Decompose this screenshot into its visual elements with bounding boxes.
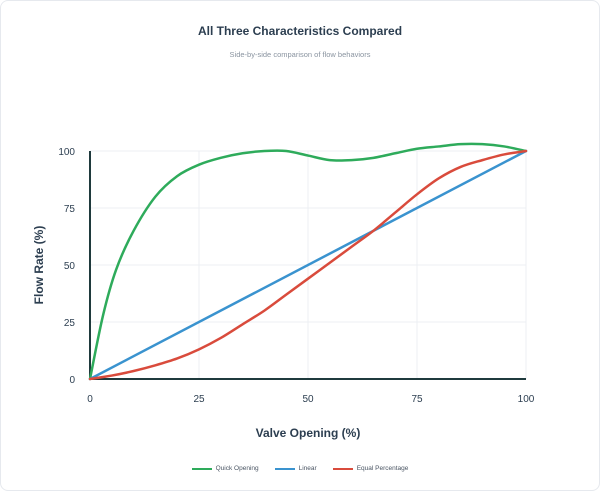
x-tick-label: 50 <box>302 394 314 405</box>
legend-item-equal-percentage[interactable]: Equal Percentage <box>332 465 409 472</box>
legend-swatch <box>191 467 212 470</box>
y-tick-label: 100 <box>58 147 75 158</box>
legend: Quick Opening Linear Equal Percentage <box>0 465 600 472</box>
y-tick-label: 0 <box>69 375 75 386</box>
legend-swatch <box>274 467 295 470</box>
x-tick-label: 25 <box>193 394 205 405</box>
y-tick-label: 25 <box>64 318 76 329</box>
legend-item-linear[interactable]: Linear <box>274 465 317 472</box>
x-tick-label: 75 <box>411 394 423 405</box>
legend-item-quick-opening[interactable]: Quick Opening <box>191 465 259 472</box>
chart-title: All Three Characteristics Compared <box>197 24 403 38</box>
y-tick-label: 50 <box>64 261 76 272</box>
x-tick-label: 0 <box>87 394 93 405</box>
chart-subtitle: Side-by-side comparison of flow behavior… <box>229 50 371 59</box>
x-tick-label: 100 <box>518 394 535 405</box>
axes <box>89 151 526 380</box>
series-line-equal-percentage <box>88 149 528 381</box>
y-tick-label: 75 <box>64 204 76 215</box>
tick-labels: 0 25 50 75 100 0 25 50 75 100 <box>58 147 534 405</box>
legend-swatch <box>332 467 353 470</box>
y-axis-title: Flow Rate (%) <box>32 226 46 305</box>
legend-label: Equal Percentage <box>356 465 409 472</box>
series-lines <box>88 142 528 381</box>
x-axis-title: Valve Opening (%) <box>256 426 361 440</box>
legend-label: Quick Opening <box>215 465 259 472</box>
series-line-linear <box>88 149 528 381</box>
series-line-quick-opening <box>88 142 528 381</box>
legend-label: Linear <box>298 465 317 472</box>
